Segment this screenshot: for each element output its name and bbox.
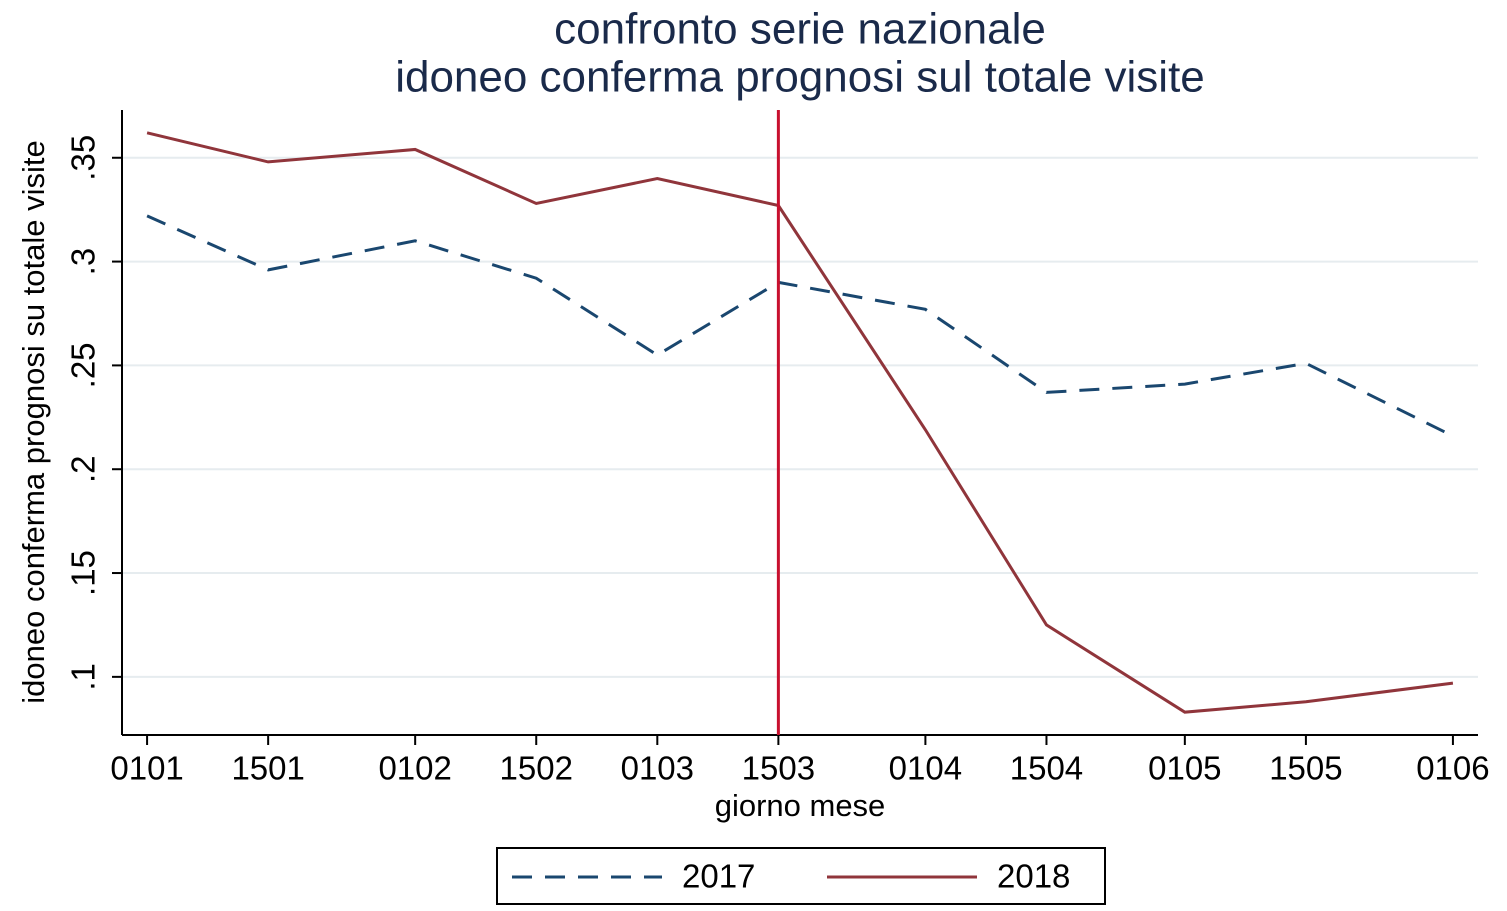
y-tick-label: .25 bbox=[65, 342, 102, 388]
series-line bbox=[146, 214, 1454, 438]
x-tick-label: 0101 bbox=[110, 750, 183, 787]
y-tick-label: .3 bbox=[65, 248, 102, 276]
x-tick-label: 1502 bbox=[500, 750, 573, 787]
chart-title: confronto serie nazionale bbox=[554, 5, 1046, 54]
x-tick-label: 0104 bbox=[889, 750, 962, 787]
x-tick-label: 1505 bbox=[1269, 750, 1342, 787]
x-tick-label: 0103 bbox=[621, 750, 694, 787]
y-tick-label: .15 bbox=[65, 550, 102, 596]
x-tick-label: 0106 bbox=[1416, 750, 1489, 787]
legend-label: 2018 bbox=[997, 858, 1070, 895]
x-tick-label: 0102 bbox=[378, 750, 451, 787]
y-tick-label: .35 bbox=[65, 135, 102, 181]
legend-label: 2017 bbox=[682, 858, 755, 895]
legend-box bbox=[496, 847, 1106, 905]
x-tick-label: 0105 bbox=[1148, 750, 1221, 787]
x-axis-label: giorno mese bbox=[715, 788, 886, 823]
series-line bbox=[146, 131, 1454, 714]
y-tick-label: .1 bbox=[65, 663, 102, 691]
y-tick-label: .2 bbox=[65, 455, 102, 483]
x-tick-label: 1504 bbox=[1010, 750, 1083, 787]
chart-title: idoneo conferma prognosi sul totale visi… bbox=[395, 53, 1205, 102]
x-tick-label: 1503 bbox=[742, 750, 815, 787]
x-tick-label: 1501 bbox=[231, 750, 304, 787]
y-axis-label: idoneo conferma prognosi su totale visit… bbox=[16, 140, 51, 704]
